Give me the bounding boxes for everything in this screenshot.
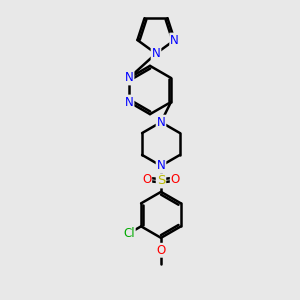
Text: N: N (152, 47, 160, 60)
Text: N: N (157, 159, 165, 172)
Text: N: N (125, 71, 134, 84)
Text: S: S (157, 174, 165, 187)
Text: O: O (171, 173, 180, 186)
Text: Cl: Cl (123, 227, 135, 240)
Text: N: N (125, 96, 134, 109)
Text: N: N (170, 34, 179, 46)
Text: N: N (157, 116, 165, 129)
Text: O: O (156, 244, 166, 257)
Text: O: O (142, 173, 151, 186)
